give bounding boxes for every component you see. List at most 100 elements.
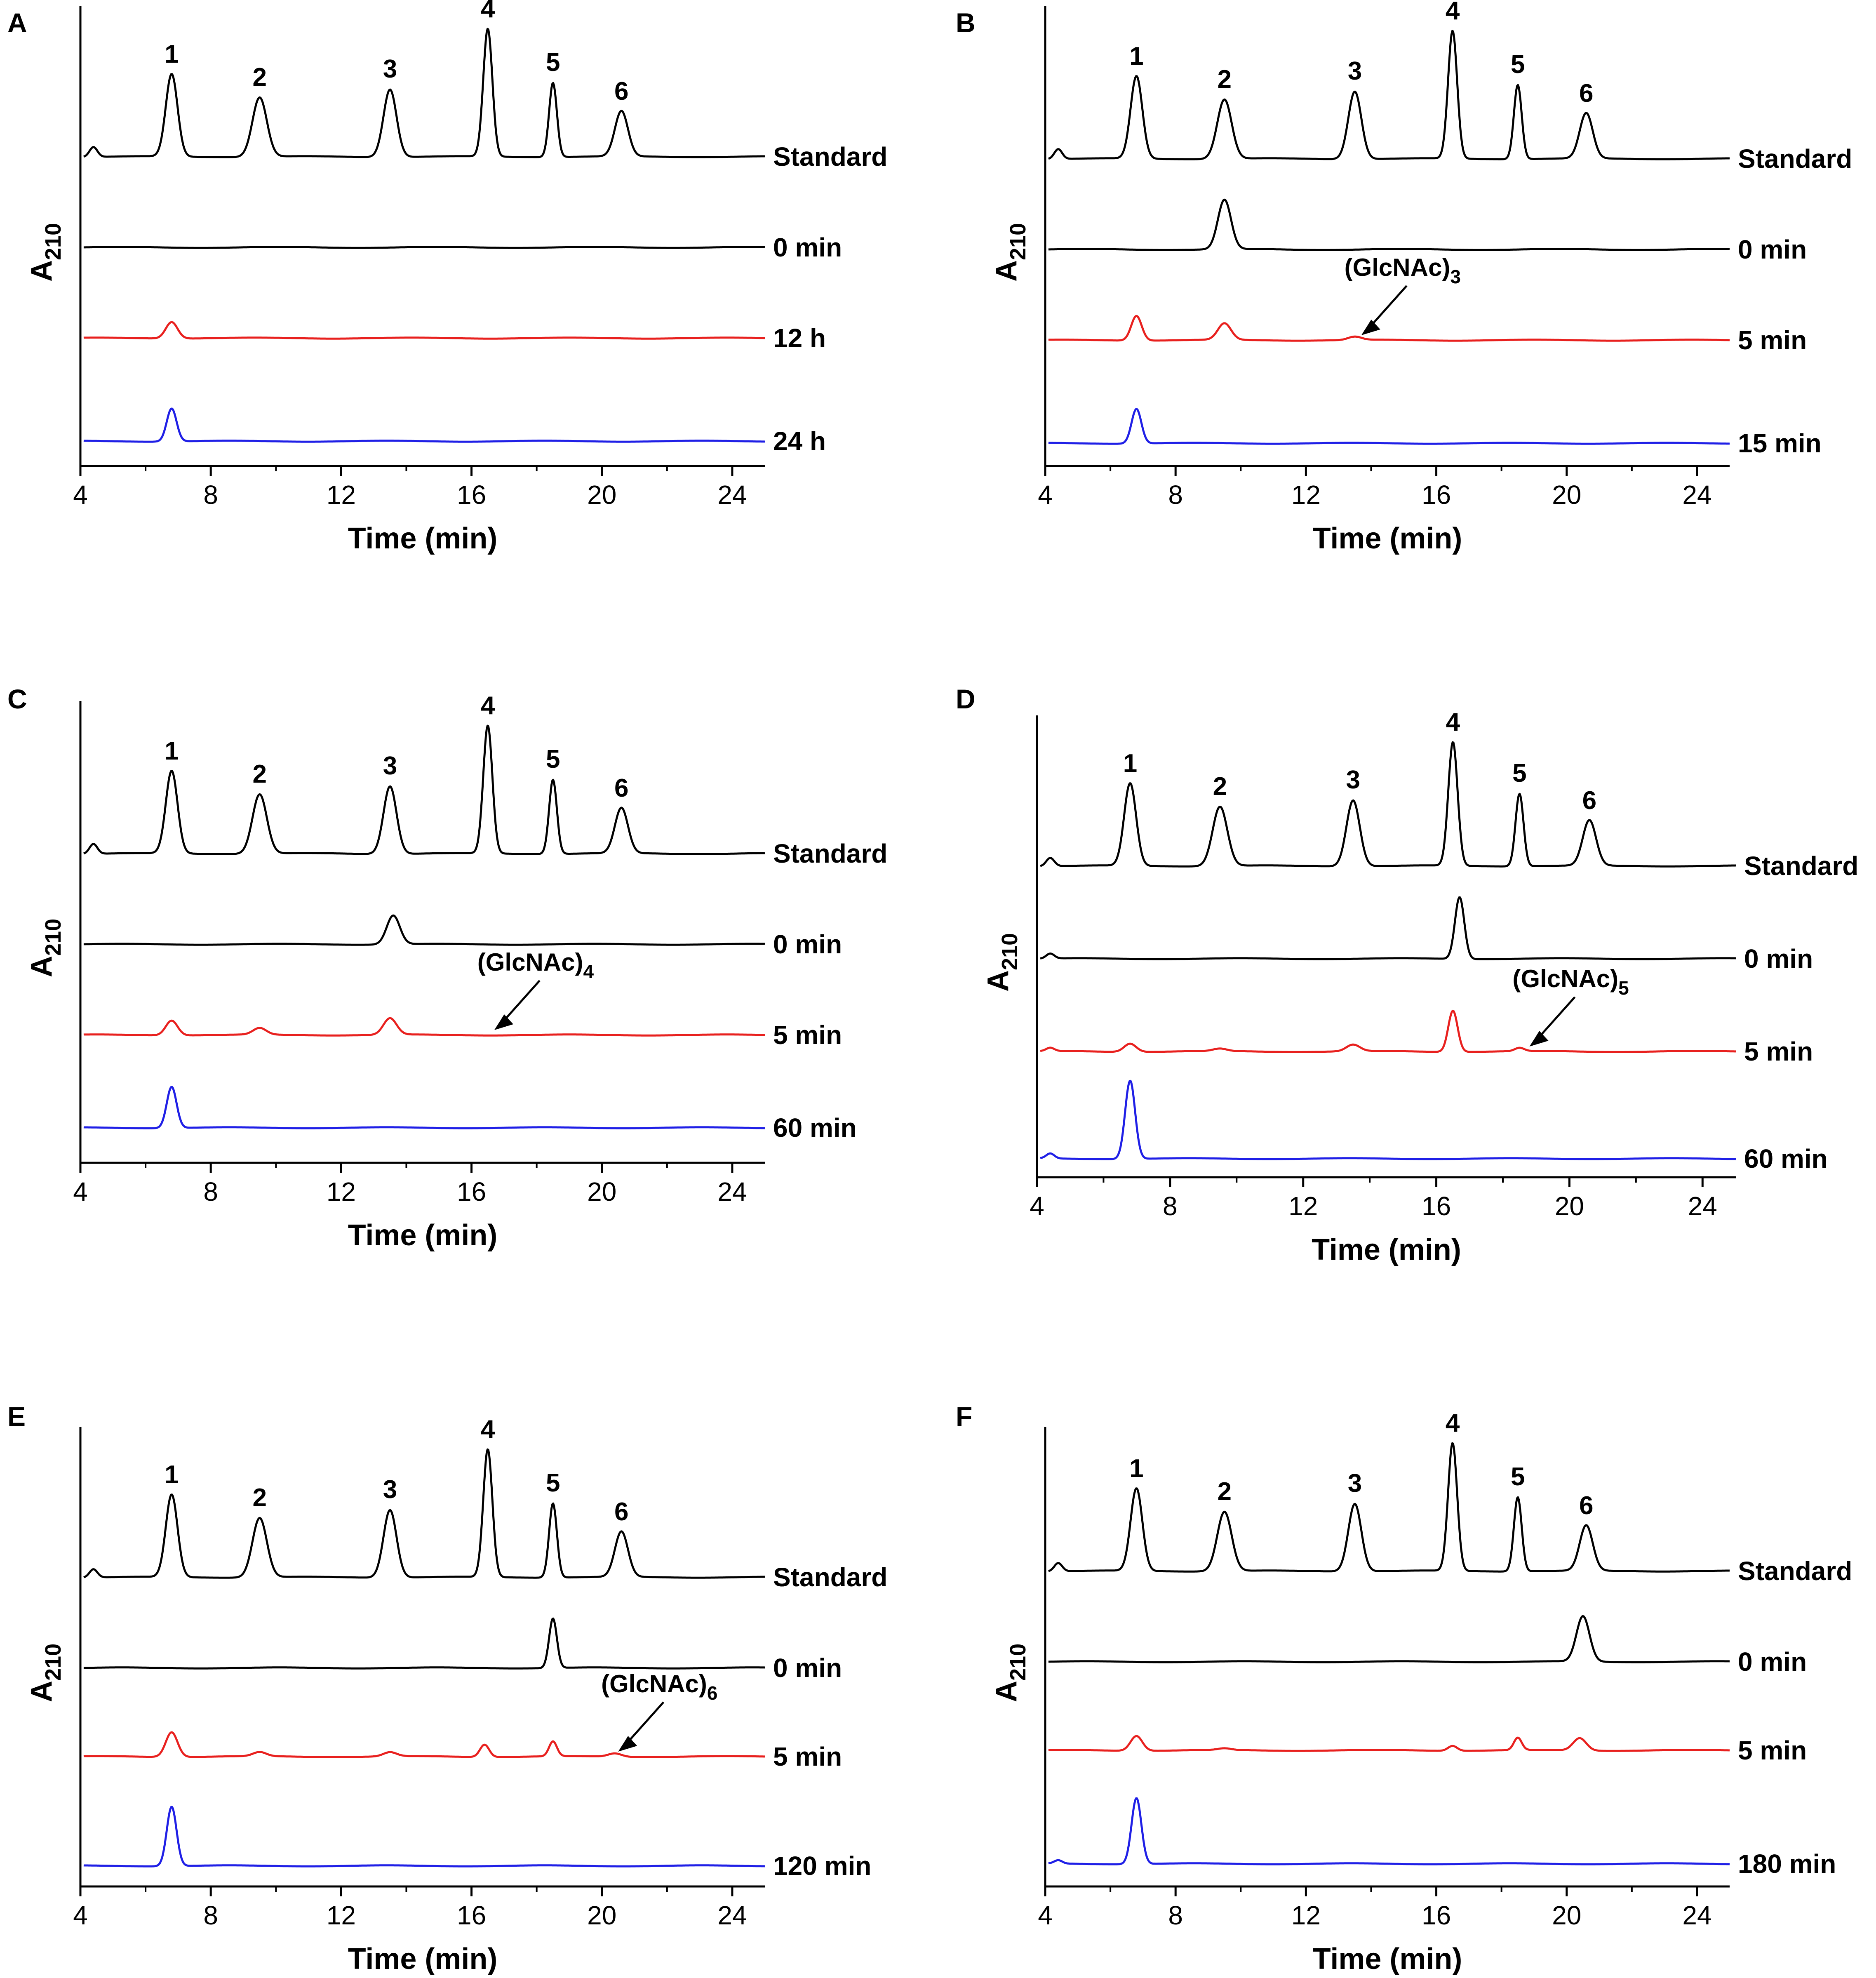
peak-label: 1 xyxy=(1129,1454,1143,1483)
panel-d: D A210 4 8 12 16 20 24 Time (min) Standard 0 min 5 … xyxy=(948,676,1876,1270)
trace-0-min xyxy=(1048,198,1730,251)
peak-label: 6 xyxy=(614,774,628,802)
x-tick-label: 8 xyxy=(1168,480,1183,510)
peak-label: 2 xyxy=(253,1484,267,1512)
x-tick-label: 16 xyxy=(1422,1191,1451,1221)
trace-5-min xyxy=(83,1017,765,1037)
trace-label: 0 min xyxy=(773,929,842,959)
peak-label: 3 xyxy=(1346,766,1360,794)
y-axis-label: A210 xyxy=(25,1644,66,1702)
trace-5-min xyxy=(83,1731,765,1758)
peak-label: 1 xyxy=(165,40,179,68)
annotation-arrowhead xyxy=(494,1014,513,1030)
trace-label: 0 min xyxy=(1738,235,1807,264)
x-tick-label: 12 xyxy=(1291,480,1321,510)
x-tick-label: 8 xyxy=(203,1177,218,1207)
trace-label: 5 min xyxy=(1738,1736,1807,1765)
annotation-label: (GlcNAc)5 xyxy=(1512,965,1629,999)
peak-label: 6 xyxy=(1579,1491,1593,1520)
x-tick-label: 8 xyxy=(203,1900,218,1930)
peak-label: 4 xyxy=(1446,0,1460,25)
x-tick-label: 20 xyxy=(1552,480,1581,510)
trace-label: 5 min xyxy=(1744,1037,1813,1066)
peak-label: 1 xyxy=(165,737,179,765)
trace-label: 12 h xyxy=(773,323,826,353)
trace-60-min xyxy=(83,1086,765,1129)
x-tick-label: 20 xyxy=(587,1177,616,1207)
y-axis-label: A210 xyxy=(25,223,66,282)
annotation-arrowhead xyxy=(618,1736,637,1752)
trace-label: Standard xyxy=(773,142,887,172)
trace-5-min xyxy=(1048,1735,1730,1752)
peak-label: 5 xyxy=(1511,50,1525,79)
trace-5-min xyxy=(1048,315,1730,342)
peak-label: 2 xyxy=(253,760,267,788)
trace-standard xyxy=(83,724,765,855)
peak-label: 2 xyxy=(253,63,267,92)
trace-0-min xyxy=(1048,1615,1730,1663)
trace-0-min xyxy=(83,914,765,946)
x-tick-label: 20 xyxy=(1555,1191,1584,1221)
trace-15-min xyxy=(1048,408,1730,445)
x-tick-label: 8 xyxy=(1163,1191,1178,1221)
peak-label: 6 xyxy=(1582,786,1596,815)
x-tick-label: 24 xyxy=(1688,1191,1717,1221)
x-tick-label: 4 xyxy=(1038,1900,1053,1930)
trace-label: 60 min xyxy=(773,1113,857,1143)
peak-label: 5 xyxy=(1512,759,1526,788)
x-axis-title: Time (min) xyxy=(348,522,498,555)
x-tick-label: 4 xyxy=(73,1177,88,1207)
x-tick-label: 4 xyxy=(1030,1191,1044,1221)
trace-0-min xyxy=(83,1617,765,1670)
peak-label: 5 xyxy=(1511,1463,1525,1491)
panel-letter: C xyxy=(7,684,27,714)
peak-label: 1 xyxy=(1123,749,1137,778)
panel-f: F A210 4 8 12 16 20 24 Time (min) Standard 0 min 5 … xyxy=(948,1394,1876,1978)
x-axis-title: Time (min) xyxy=(1312,1233,1461,1266)
trace-label: Standard xyxy=(1738,1556,1852,1586)
trace-label: 0 min xyxy=(773,233,842,262)
panel-letter: A xyxy=(7,7,27,38)
panel-letter: D xyxy=(956,684,976,714)
peak-label: 6 xyxy=(614,77,628,106)
annotation-label: (GlcNAc)6 xyxy=(601,1670,717,1704)
x-axis-title: Time (min) xyxy=(1313,1943,1462,1976)
peak-label: 3 xyxy=(1348,57,1362,85)
trace-standard xyxy=(83,28,765,158)
panel-c: C A210 4 8 12 16 20 24 Time (min) Standard 0 min 5 … xyxy=(0,676,924,1254)
x-tick-label: 12 xyxy=(327,1900,356,1930)
peak-label: 1 xyxy=(1129,42,1143,71)
y-axis-label: A210 xyxy=(990,1644,1030,1702)
x-tick-label: 16 xyxy=(457,1900,486,1930)
x-tick-label: 24 xyxy=(717,1177,747,1207)
y-axis-label: A210 xyxy=(990,223,1030,282)
trace-label: 180 min xyxy=(1738,1849,1836,1879)
trace-label: 0 min xyxy=(1738,1647,1807,1677)
x-tick-label: 12 xyxy=(327,480,356,510)
x-tick-label: 20 xyxy=(587,480,616,510)
x-tick-label: 20 xyxy=(587,1900,616,1930)
trace-0-min xyxy=(83,246,765,249)
trace-label: 0 min xyxy=(773,1653,842,1683)
x-tick-label: 16 xyxy=(457,1177,486,1207)
peak-label: 3 xyxy=(383,752,397,780)
x-axis-title: Time (min) xyxy=(348,1219,498,1252)
panel-letter: E xyxy=(7,1401,26,1432)
trace-24-h xyxy=(83,407,765,443)
peak-label: 5 xyxy=(546,1469,560,1497)
x-tick-label: 24 xyxy=(1682,480,1711,510)
x-tick-label: 16 xyxy=(457,480,486,510)
x-tick-label: 4 xyxy=(1038,480,1053,510)
trace-label: 120 min xyxy=(773,1851,871,1881)
peak-label: 4 xyxy=(481,691,495,720)
x-tick-label: 4 xyxy=(73,480,88,510)
trace-label: 5 min xyxy=(773,1742,842,1771)
trace-180-min xyxy=(1048,1797,1730,1865)
trace-label: 60 min xyxy=(1744,1144,1828,1174)
